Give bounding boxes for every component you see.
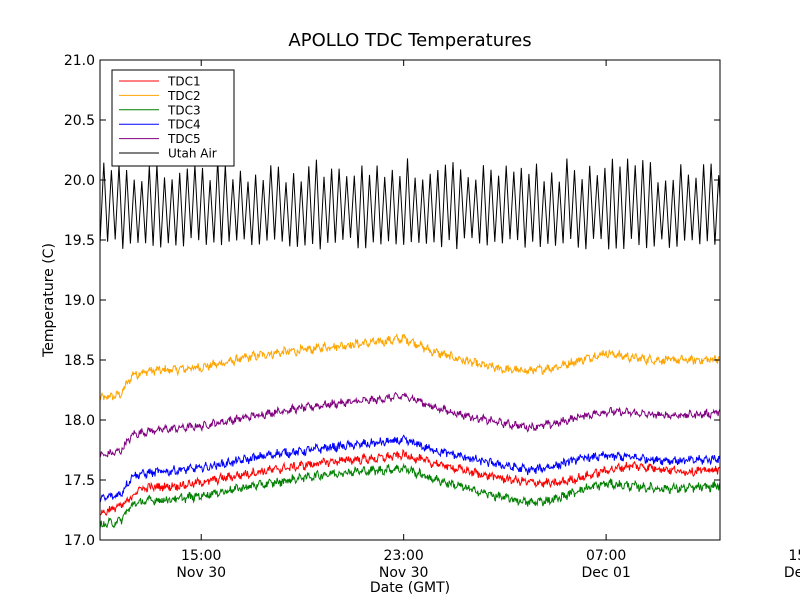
y-tick-label: 18.0 — [64, 413, 95, 429]
series-line-tdc1 — [100, 448, 720, 516]
series-line-tdc2 — [100, 333, 720, 401]
x-tick-label-time: 23:00 — [383, 548, 423, 564]
series-layer — [100, 158, 720, 530]
legend-label-tdc2: TDC2 — [167, 89, 201, 103]
x-tick-label-time: 07:00 — [586, 548, 626, 564]
y-tick-label: 21.0 — [64, 53, 95, 69]
legend-label-tdc1: TDC1 — [167, 75, 201, 89]
legend-frame — [111, 69, 235, 167]
y-axis-label: Temperature (C) — [41, 243, 57, 358]
ticks-layer: 17.0 17.5 18.0 18.5 19.0 19.5 20.0 20.5 21.0 15:0… — [64, 53, 800, 581]
x-axis-label: Date (GMT) — [370, 580, 450, 596]
series-line-tdc3 — [100, 462, 720, 530]
legend-label-tdc5: TDC5 — [167, 132, 201, 146]
series-line-utah-air — [100, 158, 720, 250]
x-tick-label-time: 15:00 — [181, 548, 221, 564]
legend-label-tdc4: TDC4 — [167, 118, 201, 132]
y-tick-label: 19.0 — [64, 293, 95, 309]
y-tick-label: 20.5 — [64, 113, 95, 129]
legend-label-tdc3: TDC3 — [167, 103, 201, 117]
x-tick-label-date: Nov 30 — [176, 565, 226, 581]
y-tick-label: 17.5 — [64, 473, 95, 489]
series-line-tdc5 — [100, 391, 720, 458]
x-tick-label-date: Nov 30 — [379, 565, 429, 581]
x-tick-label-date: Dec 01 — [784, 565, 800, 581]
legend-label-utah-air: Utah Air — [168, 147, 217, 161]
x-tick-label-date: Dec 01 — [581, 565, 630, 581]
y-tick-label: 19.5 — [64, 233, 95, 249]
y-tick-label: 18.5 — [64, 353, 95, 369]
series-line-tdc4 — [100, 434, 720, 503]
chart-title: APOLLO TDC Temperatures — [288, 30, 531, 51]
y-tick-label: 17.0 — [64, 533, 95, 549]
x-tick-label-time: 15:00 — [788, 548, 800, 564]
y-tick-label: 20.0 — [64, 173, 95, 189]
